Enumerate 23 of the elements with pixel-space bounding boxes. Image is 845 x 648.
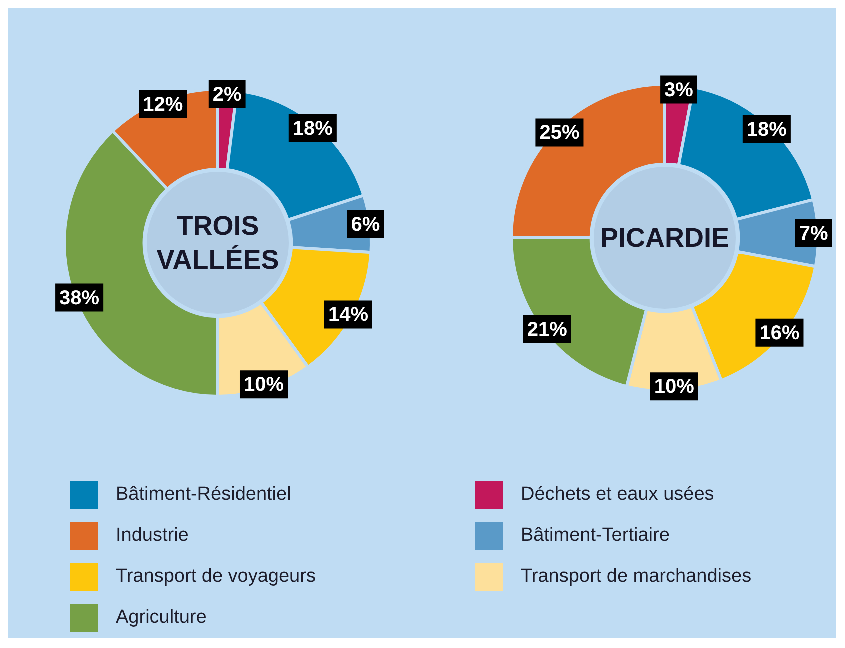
- legend-label: Transport de voyageurs: [116, 566, 316, 588]
- data-label: 7%: [799, 222, 828, 245]
- data-label: 12%: [143, 94, 184, 116]
- data-label: 21%: [527, 318, 568, 341]
- legend-label: Agriculture: [116, 606, 207, 628]
- legend-label: Bâtiment-Résidentiel: [116, 484, 292, 506]
- text: PICARDIE: [599, 222, 730, 255]
- data-label: 18%: [292, 118, 334, 140]
- data-label: 10%: [244, 374, 284, 396]
- data-label: 38%: [60, 287, 100, 310]
- data-label: 25%: [540, 122, 580, 144]
- legend-label: Transport de marchandises: [521, 566, 752, 588]
- data-label: 10%: [654, 376, 695, 398]
- legend-label: Déchets et eaux usées: [521, 484, 714, 506]
- data-label: 18%: [746, 118, 788, 141]
- data-label: 2%: [212, 84, 242, 106]
- text: TROIS VALLÉES: [156, 210, 280, 277]
- data-label: 6%: [351, 214, 380, 236]
- data-label: 16%: [760, 322, 800, 344]
- data-label: 3%: [664, 79, 694, 102]
- legend-label: Industrie: [116, 524, 189, 546]
- data-label: 14%: [328, 304, 369, 326]
- legend-label: Bâtiment-Tertiaire: [521, 524, 670, 546]
